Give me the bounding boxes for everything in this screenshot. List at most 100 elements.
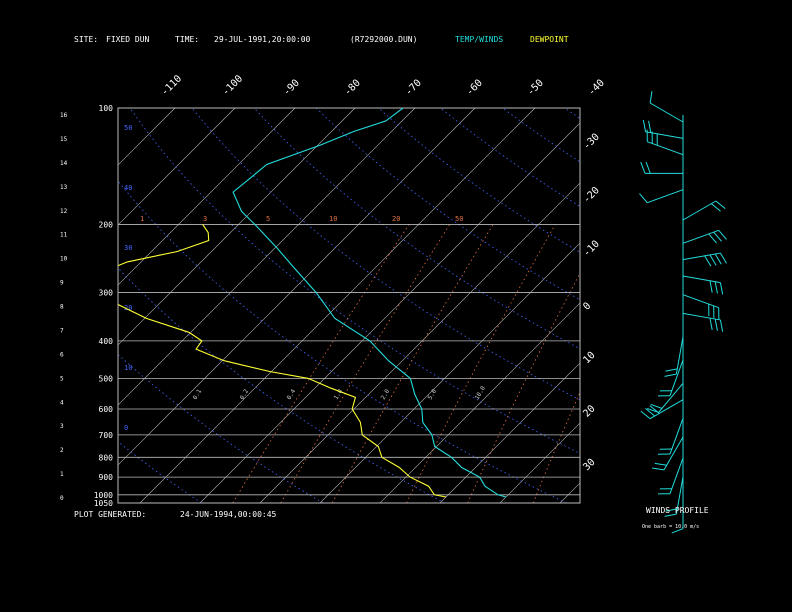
isotherm-line	[259, 182, 580, 503]
top-temperature-label: -110	[159, 73, 184, 98]
top-temperature-label: -50	[525, 78, 546, 99]
wind-barb-flag	[714, 281, 718, 294]
wind-barb-staff	[675, 476, 684, 515]
height-tick-label: 1	[60, 471, 64, 478]
wind-barb-flag	[654, 462, 667, 466]
wind-barb-staff	[675, 336, 684, 375]
wind-barb	[682, 275, 724, 295]
wind-barb	[640, 399, 684, 420]
pressure-tick-label: 900	[99, 473, 114, 482]
wind-barb	[657, 457, 684, 495]
height-tick-label: 10	[60, 256, 68, 263]
wind-barb-staff	[682, 294, 719, 309]
isotherm-line	[118, 108, 296, 286]
mixing-ratio-small-label: 5.0	[427, 388, 439, 401]
chart-background-lines	[0, 108, 792, 503]
dry-adiabat-label: 40	[124, 184, 132, 192]
dry-adiabat-label: 10	[124, 364, 132, 372]
site-label: SITE:	[74, 35, 98, 44]
wind-barb-flag	[714, 253, 722, 265]
wind-barb-flag	[640, 410, 651, 420]
dry-adiabat-line	[118, 180, 567, 503]
wind-barb-staff	[647, 141, 684, 156]
time-label: TIME:	[175, 35, 199, 44]
wind-barb-flag	[718, 230, 727, 240]
dry-adiabat-line	[118, 353, 324, 503]
right-temperature-label: 20	[581, 403, 597, 419]
mixing-ratio-label: 50	[455, 215, 463, 223]
mixing-ratio-label: 3	[203, 215, 207, 223]
mixing-ratio-small-label: 0.1	[192, 388, 204, 401]
wind-barb-flag	[642, 119, 647, 132]
dry-adiabat-label: 50	[124, 124, 132, 132]
height-tick-label: 7	[60, 327, 64, 334]
mixing-ratio-line	[532, 391, 580, 503]
wind-barb	[682, 252, 727, 267]
dry-adiabat-line	[627, 108, 792, 503]
pressure-tick-label: 300	[99, 289, 114, 298]
axis-labels: 1002003004005006007008009001000105016151…	[60, 73, 607, 508]
wind-barb	[646, 129, 684, 156]
mixing-ratio-line	[232, 224, 410, 503]
winds-profile-caption: One barb = 10.0 m/s	[642, 524, 699, 530]
isotherm-line	[118, 108, 356, 346]
mixing-ratio-label: 20	[392, 215, 400, 223]
wind-barb-flag	[709, 254, 717, 266]
pressure-tick-label: 200	[99, 220, 114, 229]
wind-barb-staff	[663, 436, 684, 471]
wind-barb-flag	[649, 405, 660, 414]
mixing-ratio-label: 10	[329, 215, 337, 223]
isobars	[118, 224, 580, 496]
wind-barb-flag	[664, 513, 677, 517]
pressure-tick-label: 100	[99, 104, 114, 113]
wind-barb-flag	[714, 318, 718, 331]
wind-barb-flag	[704, 255, 712, 267]
pressure-tick-label: 1000	[94, 491, 113, 500]
top-temperature-label: -40	[586, 78, 607, 99]
pressure-tick-label: 500	[99, 374, 114, 383]
top-temperature-label: -80	[342, 78, 363, 99]
winds-profile-panel	[639, 91, 727, 534]
right-temperature-label: -20	[581, 185, 602, 206]
wind-barb-flag	[713, 231, 722, 242]
dry-adiabat-label: 0	[124, 424, 128, 432]
profile-series	[118, 108, 507, 498]
top-temperature-label: -100	[220, 73, 245, 98]
wind-barb-flag	[640, 161, 646, 174]
mixing-ratio-label: 5	[266, 215, 270, 223]
wind-barb	[649, 91, 684, 123]
wind-barb-flag	[710, 203, 721, 212]
right-temperature-label: -10	[581, 239, 602, 260]
mixing-ratio-line	[331, 224, 494, 503]
legend-dewpoint: DEWPOINT	[530, 35, 569, 44]
wind-barb-flag	[649, 91, 653, 104]
isotherm-line	[118, 108, 176, 166]
wind-barb-flag	[715, 200, 726, 209]
isotherm-line	[139, 108, 536, 503]
wind-barb	[657, 418, 684, 455]
wind-barb-staff	[658, 383, 684, 413]
right-temperature-label: 10	[581, 350, 597, 366]
height-tick-label: 2	[60, 447, 64, 454]
dry-adiabat-line	[564, 108, 580, 119]
dry-adiabat-line	[118, 441, 202, 503]
isotherm-line	[559, 482, 580, 503]
wind-barb-staff	[649, 399, 684, 420]
wind-barb-flag	[719, 319, 724, 332]
wind-barb-staff	[669, 457, 684, 494]
isotherm-line	[199, 122, 580, 503]
height-tick-label: 11	[60, 232, 68, 239]
height-tick-label: 12	[60, 208, 68, 215]
pressure-tick-label: 600	[99, 405, 114, 414]
isotherm-line	[439, 362, 580, 503]
time-value: 29-JUL-1991,20:00:00	[214, 35, 311, 44]
isotherm-line	[118, 108, 236, 226]
mixing-ratio-small-label: 0.4	[286, 388, 298, 401]
wind-barb-flag	[652, 467, 665, 471]
wind-barb-flag	[650, 403, 663, 409]
dry-adiabat-line	[191, 108, 580, 401]
height-tick-label: 8	[60, 304, 64, 311]
legend-temp-winds: TEMP/WINDS	[455, 35, 503, 44]
right-temperature-label: 0	[581, 301, 593, 313]
isotherm-line	[0, 108, 115, 503]
